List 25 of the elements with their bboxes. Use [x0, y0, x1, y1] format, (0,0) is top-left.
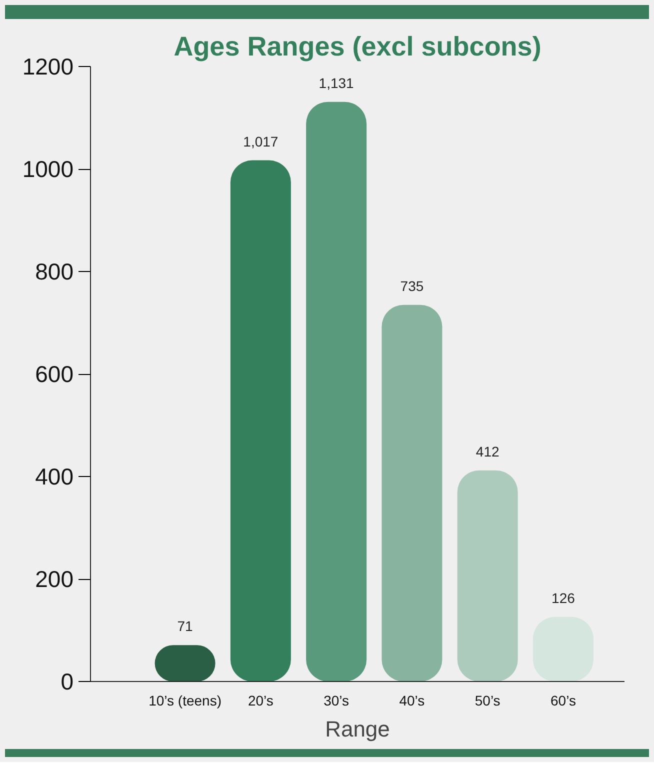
- y-tick-label: 200: [35, 566, 74, 592]
- y-tick-label: 1000: [22, 156, 74, 182]
- chart-title: Ages Ranges (excl subcons): [174, 32, 542, 62]
- data-label: 71: [177, 618, 194, 634]
- data-label: 1,131: [318, 74, 354, 91]
- data-label: 412: [476, 443, 500, 460]
- y-tick-label: 1200: [22, 54, 74, 80]
- x-axis-title: Range: [325, 716, 390, 742]
- x-tick-label: 20’s: [248, 692, 274, 708]
- bar: [230, 160, 291, 682]
- x-tick-label: 40’s: [399, 692, 425, 708]
- y-tick-label: 400: [35, 464, 74, 490]
- bar: [382, 304, 442, 682]
- y-tick-label: 800: [35, 258, 74, 284]
- x-tick-label: 10’s (teens): [148, 692, 222, 708]
- data-label: 735: [400, 278, 424, 294]
- data-label: 126: [552, 590, 576, 606]
- bar: [306, 102, 367, 682]
- x-tick-label: 30’s: [324, 692, 350, 708]
- x-tick-label: 60’s: [550, 692, 576, 708]
- bar: [457, 470, 518, 682]
- y-tick-label: 0: [60, 668, 74, 694]
- y-tick-label: 600: [35, 361, 74, 387]
- data-label: 1,017: [243, 133, 278, 150]
- x-tick-label: 50’s: [474, 692, 500, 708]
